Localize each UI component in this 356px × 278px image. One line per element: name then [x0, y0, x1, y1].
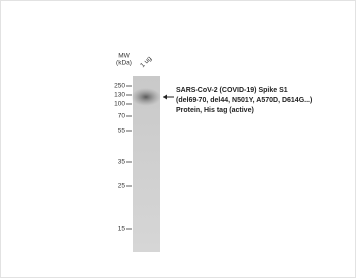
marker-label: 25: [118, 183, 126, 190]
marker-label: 70: [118, 113, 126, 120]
annotation: (del69-70, del44, N501Y, A570D, D614G...…: [176, 97, 312, 104]
mw-label: MW: [118, 53, 130, 60]
marker-label: 100: [114, 101, 125, 108]
marker-label: 35: [118, 159, 126, 166]
annotation: SARS-CoV-2 (COVID-19) Spike S1: [176, 87, 288, 94]
marker-label: 55: [118, 128, 126, 135]
marker-label: 250: [114, 83, 125, 90]
annotation: Protein, His tag (active): [176, 107, 254, 114]
figure: MW (kDa) 1 ug 2501301007055352515 SARS-C…: [0, 0, 356, 278]
band: [131, 88, 161, 106]
marker-label: 15: [118, 226, 126, 233]
frame: [1, 1, 356, 278]
mw-label: (kDa): [116, 60, 132, 67]
marker-label: 130: [114, 92, 125, 99]
